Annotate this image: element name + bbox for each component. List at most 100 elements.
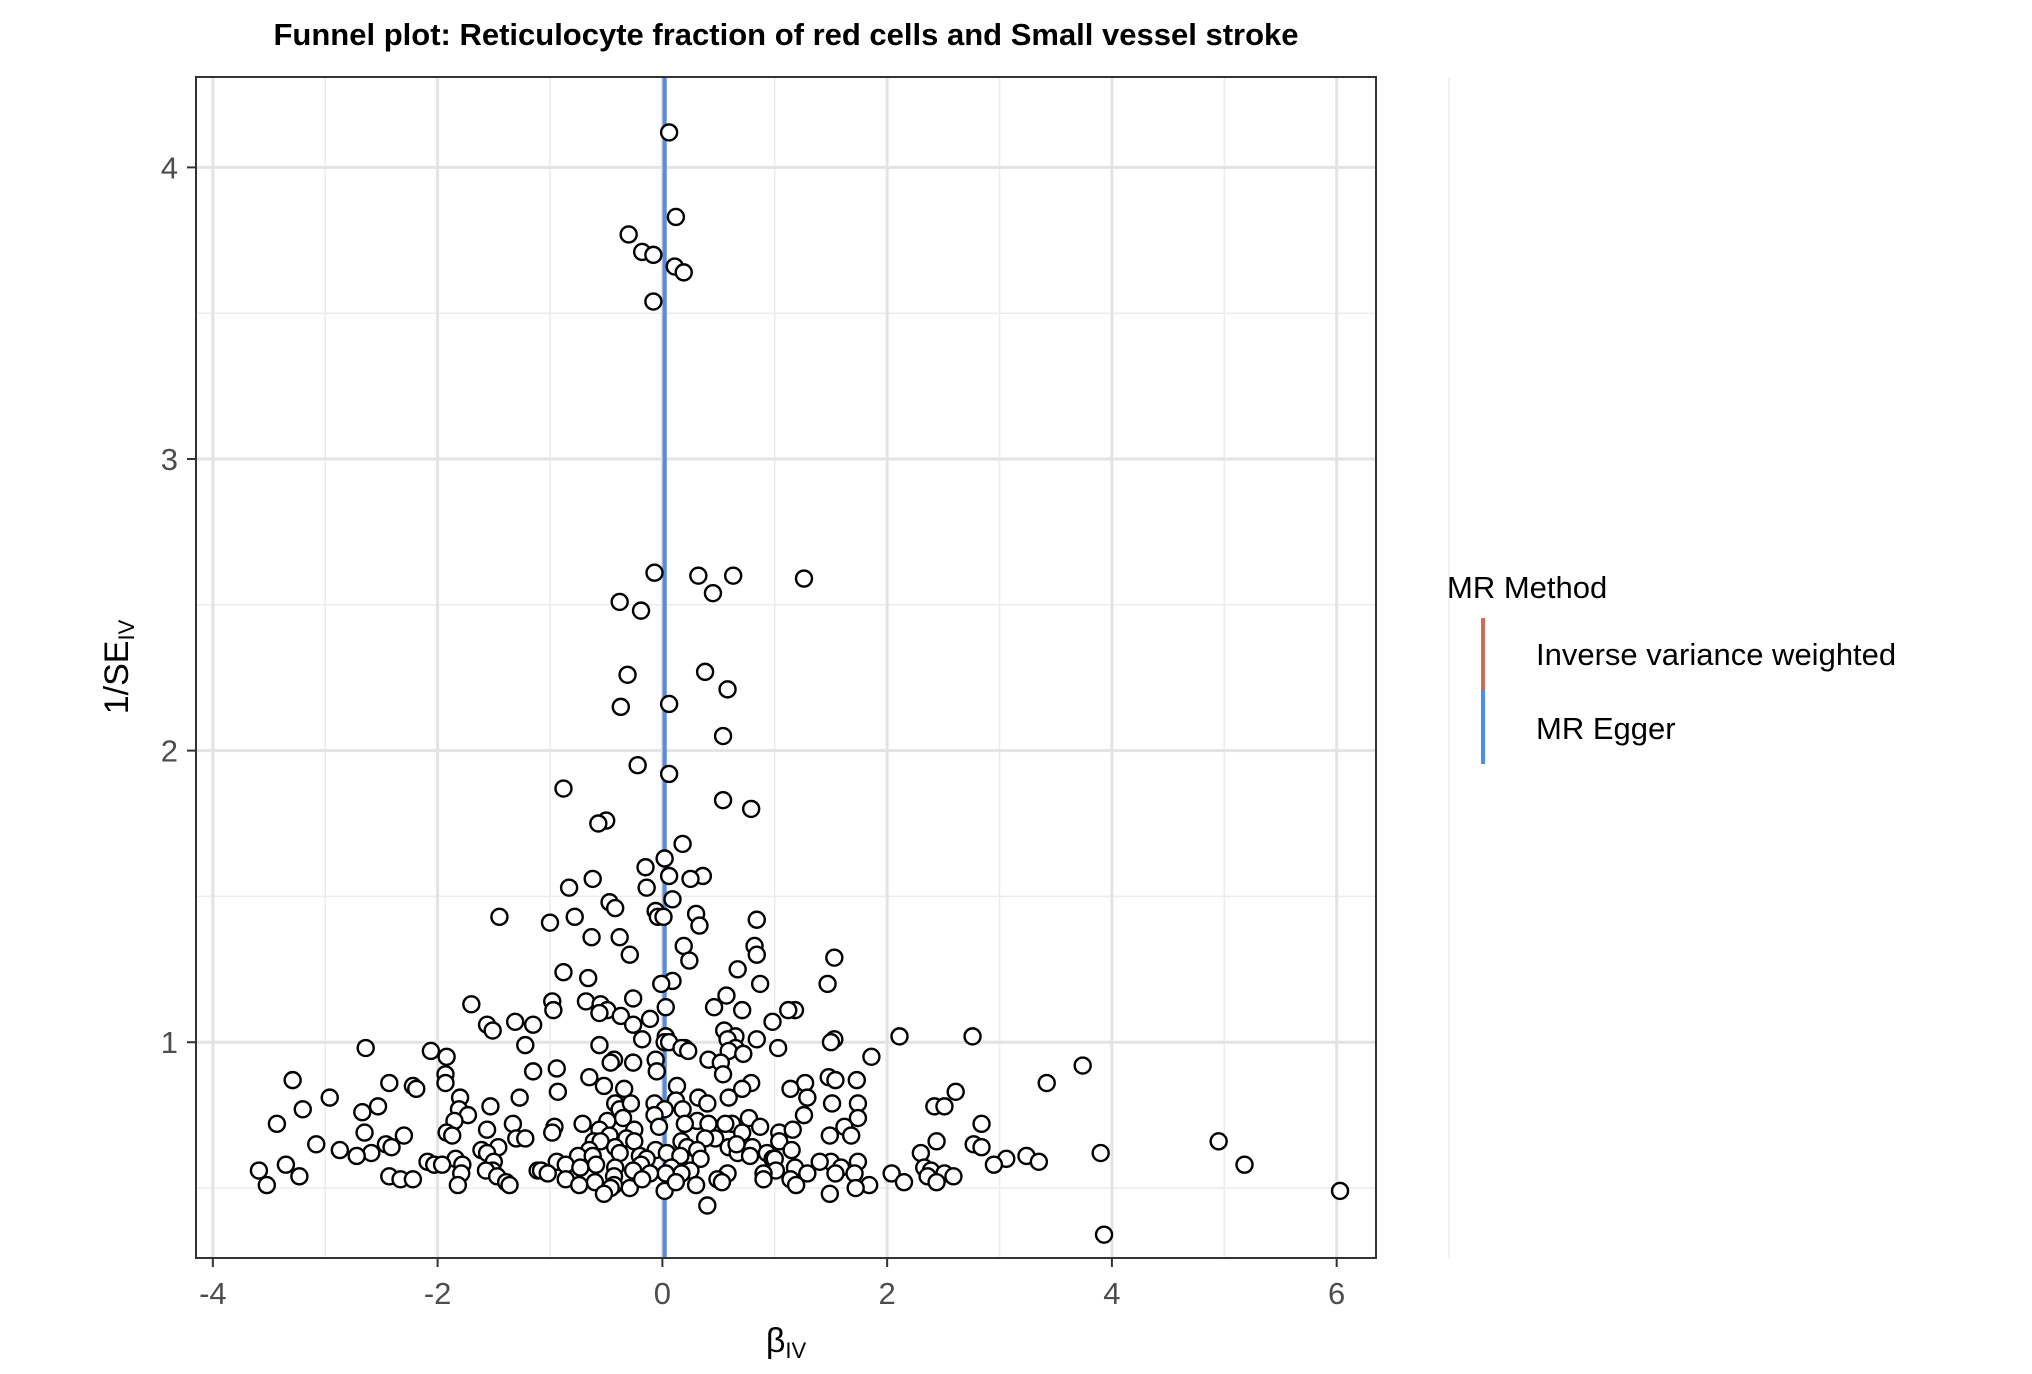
data-point (681, 869, 700, 889)
data-point (747, 910, 766, 929)
data-point (573, 1114, 592, 1134)
data-point (679, 1041, 698, 1061)
data-points (249, 123, 1350, 1244)
data-point (644, 292, 663, 311)
data-point (675, 1114, 695, 1134)
data-point (632, 1170, 652, 1189)
data-point (580, 1068, 599, 1087)
data-point (554, 963, 573, 982)
data-point (810, 1152, 829, 1171)
data-point (1091, 1143, 1110, 1163)
data-point (782, 1140, 801, 1160)
data-point (503, 1114, 523, 1134)
data-point (1094, 1225, 1114, 1244)
x-tick-label: 6 (1328, 1276, 1345, 1311)
data-point (523, 1015, 543, 1034)
data-point (862, 1047, 881, 1066)
data-point (659, 866, 679, 886)
x-tick-label: -2 (424, 1276, 452, 1311)
data-point (754, 1170, 773, 1189)
data-point (666, 1172, 686, 1192)
data-point (611, 1006, 630, 1026)
data-point (510, 1088, 529, 1107)
data-point (698, 1094, 717, 1113)
data-point (972, 1114, 991, 1134)
data-point (407, 1079, 426, 1099)
data-point (579, 968, 598, 988)
data-point (747, 1030, 766, 1049)
data-point (490, 907, 509, 927)
data-point (794, 569, 814, 588)
data-point (786, 1175, 806, 1195)
data-point (728, 960, 747, 979)
data-point (628, 755, 647, 775)
x-tick-label: 2 (879, 1276, 896, 1311)
data-point (645, 563, 664, 582)
data-point (353, 1102, 372, 1122)
data-point (481, 1097, 500, 1116)
data-point (610, 592, 629, 612)
data-point (448, 1175, 468, 1195)
data-point (894, 1172, 914, 1192)
data-point (768, 1038, 788, 1058)
data-point (734, 1044, 753, 1064)
data-point (666, 207, 686, 227)
data-point (825, 948, 844, 967)
data-point (544, 1000, 563, 1020)
data-point (826, 1070, 845, 1090)
data-point (719, 1088, 738, 1107)
y-tick-label: 4 (161, 150, 178, 185)
data-point (605, 898, 625, 918)
data-point (516, 1129, 535, 1148)
data-point (307, 1135, 326, 1154)
data-point (570, 1175, 589, 1195)
data-point (944, 1167, 963, 1186)
data-point (750, 1117, 770, 1136)
y-axis-label-main: 1/SE (98, 641, 136, 715)
data-point (1209, 1132, 1228, 1151)
y-axis-label-sub: IV (114, 619, 139, 640)
data-point (548, 1082, 568, 1101)
y-tick-label: 1 (161, 1025, 178, 1060)
data-point (659, 123, 679, 142)
data-point (382, 1137, 401, 1157)
data-point (727, 1135, 746, 1154)
data-point (781, 1079, 800, 1099)
data-point (821, 1033, 841, 1052)
data-point (594, 1076, 614, 1096)
data-point (505, 1012, 525, 1031)
data-point (750, 974, 770, 994)
data-point (972, 1137, 991, 1157)
data-point (437, 1047, 456, 1066)
data-point (713, 726, 733, 746)
x-axis-label-sub: IV (785, 1338, 806, 1363)
data-point (623, 989, 643, 1008)
data-point (680, 951, 699, 970)
data-point (718, 680, 737, 699)
data-point (290, 1167, 309, 1186)
data-point (644, 245, 663, 265)
data-point (732, 1079, 752, 1099)
data-point (794, 1105, 814, 1125)
data-point (500, 1175, 519, 1195)
data-point (610, 928, 629, 947)
data-point (820, 1126, 840, 1145)
data-point (674, 263, 693, 282)
data-point (614, 1079, 634, 1099)
data-point (380, 1073, 399, 1093)
data-point (330, 1140, 350, 1160)
data-point (1037, 1073, 1056, 1093)
x-tick-label: -4 (199, 1276, 227, 1311)
legend-title: MR Method (1447, 570, 1607, 605)
data-point (882, 1164, 901, 1183)
data-point (656, 998, 675, 1017)
data-point (432, 1155, 452, 1174)
plot-border (195, 76, 1377, 1259)
data-point (826, 1164, 845, 1183)
data-point (538, 1164, 557, 1183)
data-point (847, 1070, 866, 1090)
data-point (927, 1132, 946, 1151)
data-point (631, 601, 651, 620)
data-point (582, 928, 601, 947)
